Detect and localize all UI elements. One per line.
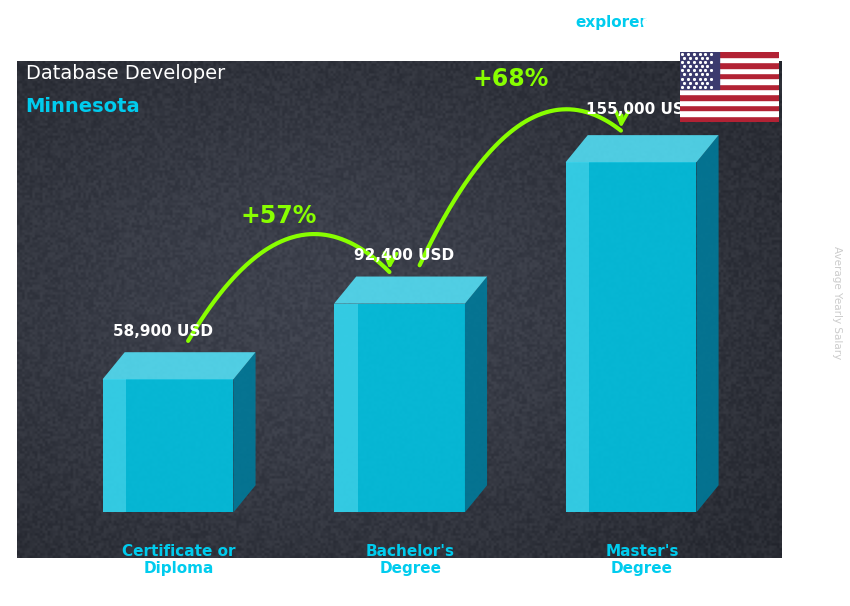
Text: Minnesota: Minnesota — [26, 97, 140, 116]
Text: Salary Comparison By Education: Salary Comparison By Education — [26, 15, 534, 43]
Polygon shape — [103, 379, 234, 512]
Polygon shape — [103, 379, 126, 512]
Polygon shape — [465, 276, 487, 512]
Text: +68%: +68% — [472, 67, 548, 92]
Polygon shape — [334, 276, 487, 304]
Text: Bachelor's
Degree: Bachelor's Degree — [366, 544, 455, 576]
Text: 58,900 USD: 58,900 USD — [112, 324, 212, 339]
Polygon shape — [334, 304, 358, 512]
Text: explorer: explorer — [575, 15, 648, 30]
Text: salary: salary — [523, 15, 575, 30]
Text: +57%: +57% — [241, 204, 317, 228]
Text: Average Yearly Salary: Average Yearly Salary — [832, 247, 842, 359]
Polygon shape — [696, 135, 718, 512]
Polygon shape — [103, 352, 256, 379]
Polygon shape — [334, 304, 465, 512]
Text: 92,400 USD: 92,400 USD — [354, 248, 455, 263]
Text: 155,000 USD: 155,000 USD — [586, 102, 696, 117]
Polygon shape — [565, 162, 589, 512]
Text: Certificate or
Diploma: Certificate or Diploma — [122, 544, 235, 576]
Polygon shape — [565, 162, 696, 512]
Polygon shape — [565, 135, 718, 162]
Text: Master's
Degree: Master's Degree — [605, 544, 679, 576]
Text: Database Developer: Database Developer — [26, 64, 224, 82]
Text: .com: .com — [637, 15, 677, 30]
Polygon shape — [234, 352, 256, 512]
